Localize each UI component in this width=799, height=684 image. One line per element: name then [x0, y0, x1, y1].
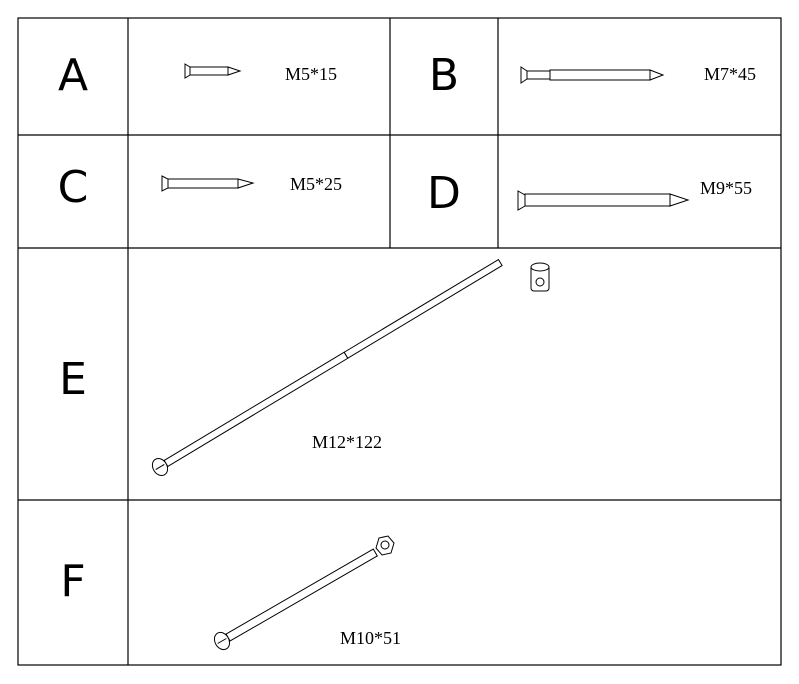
part-size: M5*15 [285, 64, 337, 84]
part-letter: A [58, 50, 88, 101]
screw-icon [517, 190, 690, 211]
part-size: M12*122 [312, 432, 382, 452]
part-size: M5*25 [290, 174, 342, 194]
part-size: M9*55 [700, 178, 752, 198]
part-letter: C [58, 162, 89, 213]
hex-nut-icon [375, 535, 395, 556]
part-size: M7*45 [704, 64, 756, 84]
screw-icon [520, 66, 665, 84]
part-letter: E [59, 354, 87, 405]
part-size: M10*51 [340, 628, 401, 648]
screw-icon [161, 175, 255, 192]
part-letter: F [60, 556, 85, 607]
table-grid [17, 17, 782, 666]
part-letter: D [427, 168, 461, 219]
bolt-icon [213, 548, 378, 651]
part-letter: B [429, 50, 459, 101]
barrel-nut-icon [530, 262, 550, 292]
bolt-icon [151, 258, 503, 477]
screw-icon [184, 63, 242, 79]
